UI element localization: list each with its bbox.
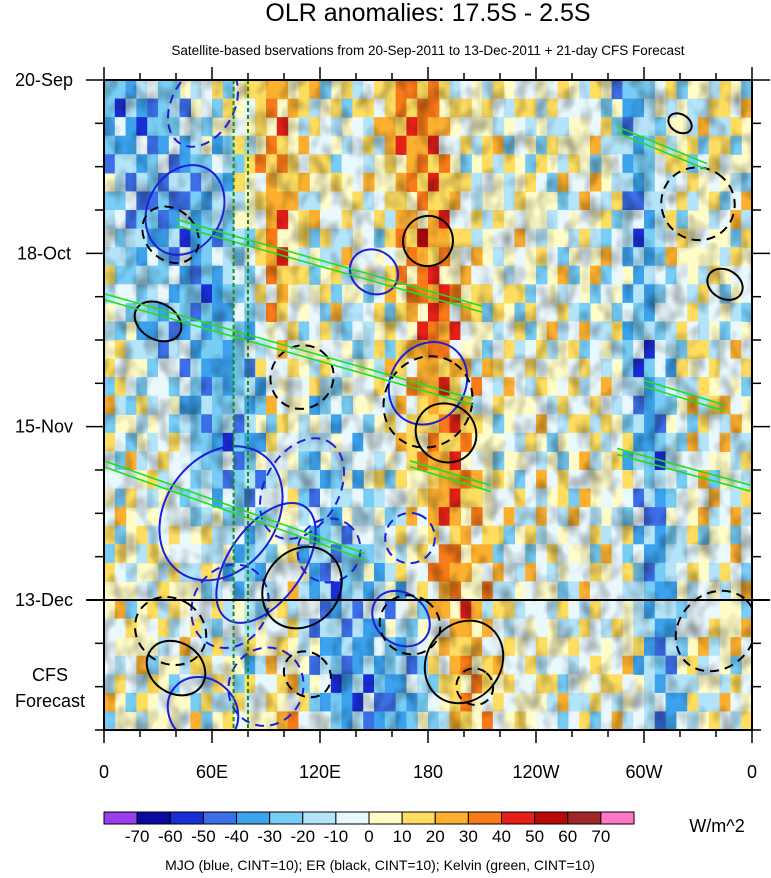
chart-title: OLR anomalies: 17.5S - 2.5S <box>265 0 590 27</box>
er-contour-14 <box>145 639 207 697</box>
mjo-contours <box>144 80 469 730</box>
kelvin-contour-1-0 <box>104 292 474 400</box>
y-axis: 20-Sep 18-Oct 15-Nov 13-Dec <box>15 70 770 731</box>
er-contour-9 <box>402 214 454 268</box>
colorbar-swatch-13 <box>534 811 569 825</box>
colorbar-swatch-14 <box>567 811 602 825</box>
colorbar-tick-label-1: -60 <box>158 827 183 846</box>
mjo-contour-8 <box>259 437 345 540</box>
colorbar-swatch-0 <box>103 811 138 825</box>
kelvin-contour-3-0 <box>616 447 752 487</box>
kelvin-contour-4-1 <box>616 131 708 171</box>
er-contour-8 <box>455 667 495 706</box>
field-texture <box>104 80 752 730</box>
chart-subtitle: Satellite-based bservations from 20-Sep-… <box>171 43 684 58</box>
colorbar-swatch-2 <box>169 811 204 825</box>
x-tick-label-3: 180 <box>413 762 443 782</box>
colorbar-tick-label-0: -70 <box>125 827 150 846</box>
er-contour-2 <box>382 355 474 449</box>
er-contour-11 <box>414 402 478 464</box>
er-contour-7 <box>282 650 332 699</box>
colorbar-tick-label-4: -30 <box>257 827 282 846</box>
kelvin-contour-0-1 <box>175 224 483 313</box>
mjo-contour-7 <box>166 80 240 148</box>
kelvin-contour-1-1 <box>104 298 474 406</box>
mjo-contour-2 <box>215 501 317 624</box>
er-contour-4 <box>133 595 208 667</box>
x-tick-label-5: 60W <box>625 762 662 782</box>
plot-area: 20-Sep 18-Oct 15-Nov 13-Dec 0 60E 120E 180 120W… <box>15 67 770 782</box>
x-axis: 0 60E 120E 180 120W 60W 0 <box>99 67 757 782</box>
mjo-contour-10 <box>384 511 436 565</box>
colorbar-swatch-10 <box>434 811 469 825</box>
colorbar-swatch-5 <box>269 811 304 825</box>
kelvin-contour-2-1 <box>104 466 366 561</box>
colorbar-swatch-12 <box>501 811 536 825</box>
x-tick-label-1: 60E <box>196 762 228 782</box>
forecast-label-line1: CFS <box>32 665 68 685</box>
kelvin-contour-0-0 <box>175 218 483 307</box>
mjo-contour-4 <box>387 341 469 426</box>
mjo-contour-0 <box>144 164 226 256</box>
y-tick-label-3: 13-Dec <box>15 590 73 610</box>
kelvin-contour-6-0 <box>643 379 726 406</box>
er-contour-1 <box>269 344 335 410</box>
mjo-contour-3 <box>348 248 400 296</box>
colorbar-tick-label-7: 0 <box>364 827 373 846</box>
y-tick-label-1: 18-Oct <box>17 243 71 263</box>
colorbar-tick-label-5: -20 <box>290 827 315 846</box>
x-tick-label-4: 120W <box>512 762 559 782</box>
kelvin-contour-3-1 <box>616 453 752 493</box>
colorbar-tick-label-11: 40 <box>492 827 511 846</box>
colorbar-tick-label-9: 20 <box>426 827 445 846</box>
er-contour-12 <box>261 545 343 630</box>
colorbar-tick-label-10: 30 <box>459 827 478 846</box>
x-tick-label-0: 0 <box>99 762 109 782</box>
er-contour-13 <box>423 619 505 705</box>
colorbar-tick-label-13: 60 <box>558 827 577 846</box>
colorbar-tick-label-2: -50 <box>191 827 216 846</box>
er-contours <box>133 112 752 706</box>
colorbar: -70 -60 -50 -40 -30 -20 -10 0 10 20 30 40 50 60 70 <box>103 811 635 846</box>
colorbar-swatch-4 <box>236 811 271 825</box>
colorbar-tick-label-12: 50 <box>525 827 544 846</box>
mjo-contour-9 <box>296 517 362 584</box>
reference-lines <box>232 80 249 730</box>
er-contour-15 <box>706 267 744 301</box>
x-tick-label-6: 0 <box>747 762 757 782</box>
er-contour-0 <box>141 205 200 265</box>
colorbar-swatch-11 <box>467 811 503 825</box>
colorbar-units: W/m^2 <box>689 816 744 836</box>
mjo-contour-11 <box>190 563 270 649</box>
kelvin-contour-5-1 <box>409 466 492 493</box>
kelvin-contour-5-0 <box>409 460 492 487</box>
mjo-contour-6 <box>166 675 240 730</box>
colorbar-tick-label-3: -40 <box>224 827 249 846</box>
er-contour-16 <box>667 112 693 135</box>
colorbar-tick-label-8: 10 <box>393 827 412 846</box>
forecast-label-line2: Forecast <box>15 691 85 711</box>
colorbar-swatch-8 <box>368 811 403 825</box>
colorbar-tick-label-14: 70 <box>591 827 610 846</box>
colorbar-tick-label-6: -10 <box>324 827 349 846</box>
colorbar-swatch-7 <box>335 811 370 825</box>
kelvin-contour-4-0 <box>616 125 708 165</box>
mjo-contour-1 <box>158 445 284 582</box>
contour-legend-note: MJO (blue, CINT=10); ER (black, CINT=10)… <box>165 857 595 873</box>
y-tick-label-0: 20-Sep <box>15 70 73 90</box>
colorbar-swatch-1 <box>136 811 171 825</box>
y-tick-label-2: 15-Nov <box>15 417 73 437</box>
colorbar-swatch-6 <box>302 811 337 825</box>
colorbar-swatch-9 <box>401 811 436 825</box>
er-contour-5 <box>378 594 442 656</box>
colorbar-swatch-15 <box>600 811 635 825</box>
olr-anomaly-field <box>104 80 752 730</box>
x-tick-label-2: 120E <box>299 762 341 782</box>
kelvin-contour-6-1 <box>643 385 726 412</box>
colorbar-swatch-3 <box>202 811 238 825</box>
mjo-contour-12 <box>227 646 305 727</box>
er-contour-3 <box>660 166 736 242</box>
